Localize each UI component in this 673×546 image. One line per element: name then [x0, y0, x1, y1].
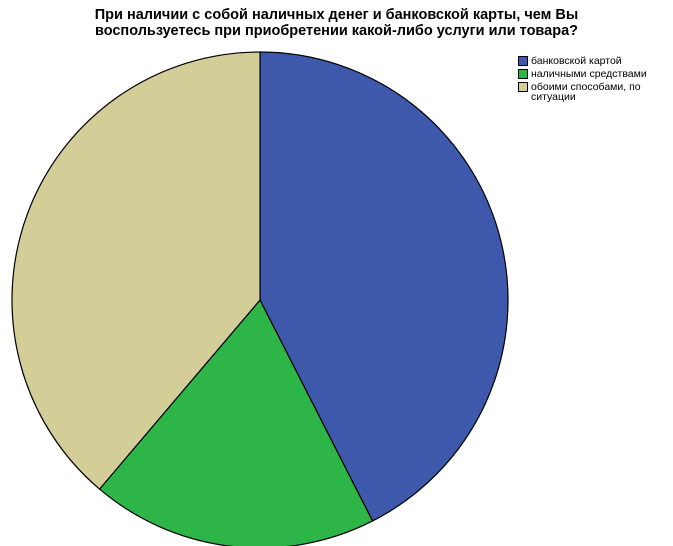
legend-swatch-card [518, 56, 528, 66]
chart-title-line-2: воспользуетесь при приобретении какой-ли… [94, 23, 578, 39]
pie-slice-card [259, 51, 509, 522]
chart-title-line-1: При наличии с собой наличных денег и бан… [94, 7, 579, 23]
legend-item-both: обоими способами, по ситуации [518, 82, 673, 102]
legend-item-card: банковской картой [518, 56, 673, 66]
legend: банковской картой наличными средствами о… [518, 56, 673, 105]
chart-title: При наличии с собой наличных денег и бан… [0, 7, 673, 39]
legend-swatch-both [518, 82, 528, 92]
pie-slice-cash [98, 299, 374, 546]
legend-label-card: банковской картой [531, 55, 622, 67]
legend-swatch-cash [518, 69, 528, 79]
legend-label-both: обоими способами, по ситуации [531, 81, 641, 103]
legend-label-cash: наличными средствами [531, 68, 647, 80]
legend-item-cash: наличными средствами [518, 69, 673, 79]
pie-slice-both [11, 51, 261, 490]
